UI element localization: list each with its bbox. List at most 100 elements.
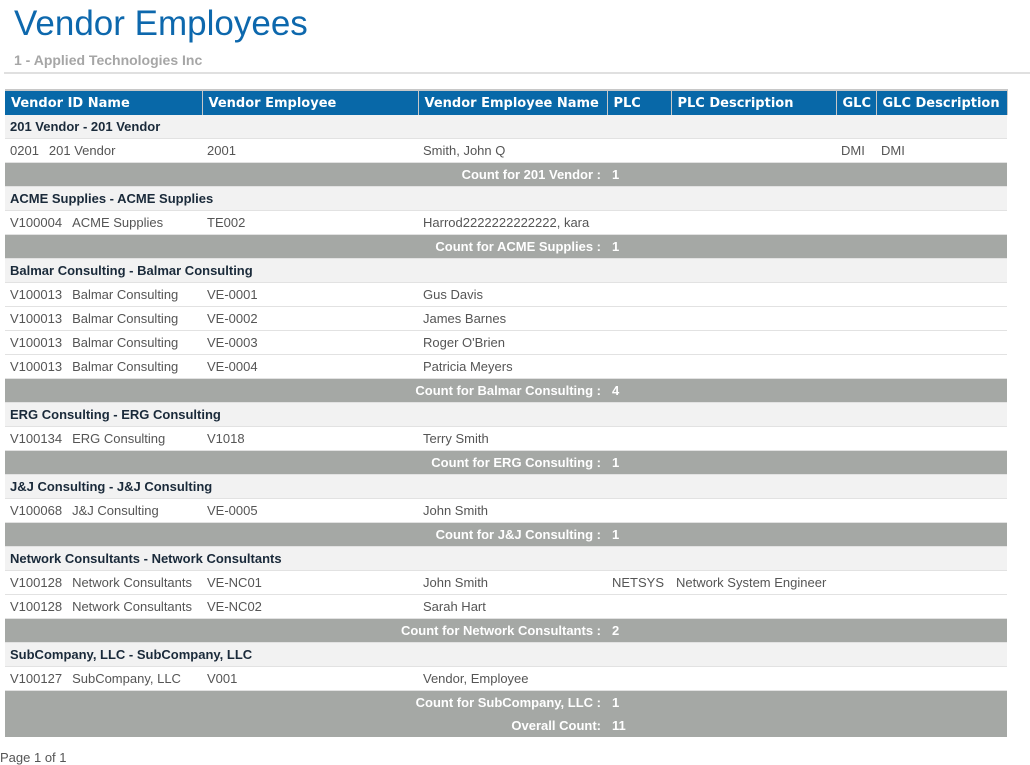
column-header[interactable]: Vendor Employee (202, 89, 419, 115)
plc-cell (607, 426, 671, 451)
table-header-row: Vendor ID Name Vendor Employee Vendor Empl… (5, 89, 1008, 115)
table-row: 0201 201 Vendor 2001 Smith, John Q DMI DMI (5, 138, 1007, 163)
glc-cell (836, 306, 876, 331)
table-row: V100127 SubCompany, LLC V001 Vendor, Employ… (5, 666, 1007, 691)
emp-cell: V001 (202, 666, 418, 691)
group-title: SubCompany, LLC - SubCompany, LLC (5, 642, 1007, 667)
vendor-id-name-cell: V100128 Network Consultants (5, 594, 202, 619)
glc-desc-cell (876, 330, 1007, 355)
glc-cell (836, 354, 876, 379)
vendor-name: Network Consultants (72, 599, 193, 614)
glc-cell (836, 426, 876, 451)
page-title: Vendor Employees (14, 4, 308, 43)
column-header[interactable]: GLC (836, 89, 877, 115)
count-label: Count for ACME Supplies : (5, 234, 607, 259)
group-title: 201 Vendor - 201 Vendor (5, 115, 1007, 139)
column-header[interactable]: GLC Description (876, 89, 1008, 115)
plc-cell (607, 210, 671, 235)
count-value: 1 (607, 690, 1007, 714)
emp-cell: VE-0005 (202, 498, 418, 523)
plc-desc-cell (671, 594, 836, 619)
table-row: V100128 Network Consultants VE-NC02 Sarah H… (5, 594, 1007, 619)
vendor-name: Balmar Consulting (72, 335, 179, 350)
emp-cell: 2001 (202, 138, 418, 163)
glc-desc-cell (876, 210, 1007, 235)
vendor-name: Balmar Consulting (72, 359, 179, 374)
vendor-id-name-cell: V100013 Balmar Consulting (5, 306, 202, 331)
column-header[interactable]: Vendor Employee Name (418, 89, 608, 115)
plc-cell (607, 306, 671, 331)
column-header[interactable]: PLC (607, 89, 672, 115)
group-title: ERG Consulting - ERG Consulting (5, 402, 1007, 427)
vendor-id: V100128 (10, 599, 63, 614)
emp-name-cell: John Smith (418, 570, 607, 595)
count-label: Count for ERG Consulting : (5, 450, 607, 475)
group-title: ACME Supplies - ACME Supplies (5, 186, 1007, 211)
plc-cell (607, 138, 671, 163)
vendor-id: V100013 (10, 311, 63, 326)
group-count-row: Count for Network Consultants :2 (5, 618, 1007, 643)
group-count-row: Count for ACME Supplies :1 (5, 234, 1007, 259)
table-row: V100013 Balmar Consulting VE-0001 Gus Davis (5, 282, 1007, 307)
emp-name-cell: James Barnes (418, 306, 607, 331)
emp-cell: VE-NC02 (202, 594, 418, 619)
page-indicator: Page 1 of 1 (0, 750, 67, 765)
vendor-name: J&J Consulting (72, 503, 159, 518)
glc-desc-cell (876, 426, 1007, 451)
plc-desc-cell (671, 210, 836, 235)
group-count-row: Count for 201 Vendor :1 (5, 162, 1007, 187)
header-divider (4, 72, 1030, 74)
vendor-id-name-cell: V100127 SubCompany, LLC (5, 666, 202, 691)
column-header[interactable]: Vendor ID Name (5, 89, 203, 115)
count-value: 2 (607, 618, 1007, 643)
emp-cell: V1018 (202, 426, 418, 451)
vendor-id-name-cell: V100013 Balmar Consulting (5, 354, 202, 379)
count-label: Count for 201 Vendor : (5, 162, 607, 187)
group-title: Balmar Consulting - Balmar Consulting (5, 258, 1007, 283)
count-value: 1 (607, 162, 1007, 187)
plc-cell (607, 354, 671, 379)
glc-cell (836, 498, 876, 523)
group-header-row: J&J Consulting - J&J Consulting (5, 474, 1007, 499)
emp-name-cell: Smith, John Q (418, 138, 607, 163)
group-count-row: Count for Balmar Consulting :4 (5, 378, 1007, 403)
emp-cell: TE002 (202, 210, 418, 235)
table-row: V100013 Balmar Consulting VE-0003 Roger O'B… (5, 330, 1007, 355)
emp-name-cell: Roger O'Brien (418, 330, 607, 355)
vendor-id-name-cell: V100013 Balmar Consulting (5, 330, 202, 355)
vendor-id: V100128 (10, 575, 63, 590)
table-row: V100134 ERG Consulting V1018 Terry Smith (5, 426, 1007, 451)
plc-desc-cell (671, 306, 836, 331)
glc-desc-cell (876, 666, 1007, 691)
vendor-name: Network Consultants (72, 575, 193, 590)
glc-desc-cell (876, 498, 1007, 523)
emp-name-cell: Harrod2222222222222, kara (418, 210, 607, 235)
plc-cell: NETSYS (607, 570, 671, 595)
emp-name-cell: Gus Davis (418, 282, 607, 307)
vendor-id: V100013 (10, 287, 63, 302)
emp-name-cell: Terry Smith (418, 426, 607, 451)
glc-cell (836, 570, 876, 595)
glc-desc-cell (876, 354, 1007, 379)
glc-cell (836, 594, 876, 619)
plc-desc-cell: Network System Engineer (671, 570, 836, 595)
emp-cell: VE-NC01 (202, 570, 418, 595)
plc-desc-cell (671, 354, 836, 379)
count-value: 1 (607, 522, 1007, 547)
emp-name-cell: Patricia Meyers (418, 354, 607, 379)
plc-cell (607, 666, 671, 691)
group-header-row: ERG Consulting - ERG Consulting (5, 402, 1007, 427)
group-title: J&J Consulting - J&J Consulting (5, 474, 1007, 499)
column-header[interactable]: PLC Description (671, 89, 837, 115)
vendor-id-name-cell: V100134 ERG Consulting (5, 426, 202, 451)
vendor-id-name-cell: 0201 201 Vendor (5, 138, 202, 163)
table-row: V100013 Balmar Consulting VE-0004 Patricia … (5, 354, 1007, 379)
group-count-row: Count for J&J Consulting :1 (5, 522, 1007, 547)
plc-desc-cell (671, 498, 836, 523)
glc-cell (836, 210, 876, 235)
vendor-name: Balmar Consulting (72, 311, 179, 326)
overall-count-row: Overall Count: 11 (5, 714, 1007, 737)
group-title: Network Consultants - Network Consultant… (5, 546, 1007, 571)
vendor-id-name-cell: V100068 J&J Consulting (5, 498, 202, 523)
emp-cell: VE-0001 (202, 282, 418, 307)
